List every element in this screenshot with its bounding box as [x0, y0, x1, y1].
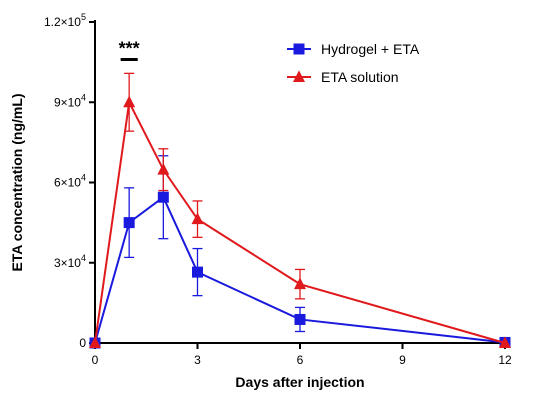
data-point	[123, 95, 136, 108]
series-layer	[89, 72, 511, 349]
x-tick-label: 12	[498, 353, 512, 367]
data-point	[157, 191, 169, 203]
legend-label: Hydrogel + ETA	[321, 41, 420, 57]
series-line	[94, 98, 506, 344]
legend: Hydrogel + ETA ETA solution	[287, 41, 420, 85]
data-point	[294, 313, 306, 325]
series-line	[94, 195, 506, 344]
data-point	[123, 217, 135, 229]
data-point	[157, 163, 170, 175]
annotations: ***	[119, 38, 140, 61]
legend-marker	[293, 43, 305, 55]
data-point	[89, 336, 101, 348]
series-0	[89, 155, 511, 349]
x-axis-label: Days after injection	[235, 374, 364, 390]
x-tick-label: 0	[92, 353, 99, 367]
y-tick-label: 0	[79, 336, 86, 350]
legend-entry: ETA solution	[287, 69, 399, 85]
y-tick-label: 3×104	[54, 253, 86, 270]
x-tick-label: 9	[399, 353, 406, 367]
data-point	[191, 212, 204, 225]
x-tick-label: 3	[194, 353, 201, 367]
legend-marker	[293, 70, 305, 82]
axes: 0 3 6 9 12 0 3×104 6×104 9×104 1.2×105	[44, 12, 512, 367]
data-point	[294, 277, 306, 290]
x-tick-label: 6	[297, 353, 304, 367]
y-tick-label: 1.2×105	[44, 12, 86, 29]
legend-entry: Hydrogel + ETA	[287, 41, 420, 57]
y-axis-label: ETA concentration (ng/mL)	[9, 93, 25, 271]
y-tick-label: 9×104	[54, 92, 86, 109]
significance-label: ***	[119, 38, 140, 58]
y-tick-label: 6×104	[54, 173, 86, 190]
series-1	[89, 72, 511, 348]
legend-label: ETA solution	[321, 69, 399, 85]
data-point	[499, 336, 511, 348]
data-point	[192, 266, 203, 278]
